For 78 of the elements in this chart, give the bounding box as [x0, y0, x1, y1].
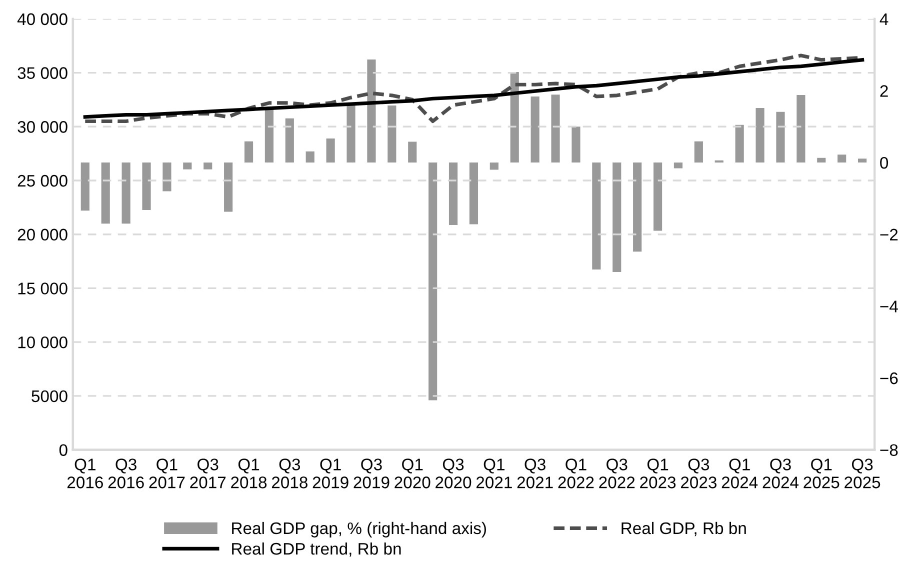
y-tick-label: 5000 [32, 390, 68, 402]
y2-tick-label: 2 [880, 85, 888, 97]
bar [674, 162, 683, 168]
bar [714, 160, 724, 163]
bar [776, 112, 785, 163]
bar [285, 118, 294, 163]
bar [572, 126, 580, 163]
bar [224, 162, 233, 212]
bar [346, 104, 356, 163]
y2-tick-label: 4 [880, 13, 888, 25]
y-tick-label: 0 [59, 444, 68, 456]
x-tick-label: Q1 2024 [722, 458, 758, 488]
y-tick-label: 15 000 [18, 282, 68, 294]
x-tick-label: Q1 2021 [476, 458, 512, 488]
bar [796, 95, 806, 163]
bar [448, 162, 458, 226]
x-tick-label: Q3 2020 [436, 458, 472, 488]
y-tick-label: 20 000 [18, 228, 68, 241]
x-tick-label: Q3 2022 [599, 458, 635, 488]
legend-label: Real GDP gap, % (right-hand axis) [232, 522, 486, 538]
x-tick-label: Q1 2016 [67, 458, 103, 488]
bar [408, 142, 417, 163]
x-tick-label: Q3 2016 [108, 458, 144, 488]
bar [735, 124, 744, 163]
bar [204, 162, 212, 170]
bar [530, 96, 540, 163]
bar [244, 141, 254, 163]
y-tick-label: 30 000 [18, 121, 68, 133]
legend-label: Real GDP, Rb bn [622, 522, 746, 536]
bar [612, 162, 622, 272]
x-tick-label: Q1 2020 [394, 458, 430, 488]
legend-label: Real GDP trend, Rb bn [232, 542, 401, 557]
bar [633, 162, 642, 252]
bar [756, 108, 764, 163]
x-tick-label: Q1 2022 [558, 458, 594, 488]
y2-tick-label: −2 [880, 228, 898, 240]
bar [858, 158, 867, 163]
bar [183, 162, 192, 170]
y-tick-label: 35 000 [18, 67, 68, 79]
bar [101, 162, 110, 224]
bar [388, 105, 396, 163]
bar [326, 138, 335, 163]
x-tick-label: Q3 2019 [354, 458, 390, 488]
y2-tick-label: −8 [880, 444, 898, 456]
y2-tick-label: −4 [880, 300, 898, 312]
x-tick-label: Q3 2024 [762, 458, 799, 488]
x-tick-label: Q3 2018 [272, 458, 308, 488]
bar [490, 162, 498, 170]
x-tick-label: Q1 2017 [149, 458, 185, 488]
bar [510, 72, 519, 163]
x-tick-label: Q3 2025 [844, 458, 880, 488]
bar [306, 151, 314, 163]
bar [264, 109, 274, 163]
bar [428, 162, 438, 400]
bar [367, 59, 376, 163]
bar [653, 162, 662, 231]
x-tick-label: Q1 2023 [640, 458, 676, 488]
bar [551, 94, 560, 163]
x-tick-label: Q3 2023 [680, 458, 716, 488]
y-tick-label: 10 000 [18, 336, 68, 348]
bar [122, 162, 130, 224]
y-tick-label: 40 000 [17, 13, 68, 26]
x-tick-label: Q3 2017 [190, 458, 226, 488]
x-tick-label: Q1 2019 [312, 458, 348, 488]
bar [162, 162, 172, 192]
x-tick-label: Q1 2018 [231, 458, 267, 488]
y-tick-label: 25 000 [18, 174, 68, 187]
bar [142, 162, 151, 210]
bar [592, 162, 601, 270]
bar [80, 162, 90, 211]
bar [469, 162, 478, 224]
y2-tick-label: 0 [880, 156, 888, 169]
bar [694, 141, 703, 163]
bar [838, 154, 846, 163]
y2-tick-label: −6 [880, 372, 898, 384]
bar [817, 158, 826, 163]
x-tick-label: Q3 2021 [517, 458, 553, 488]
x-tick-label: Q1 2025 [804, 458, 840, 488]
